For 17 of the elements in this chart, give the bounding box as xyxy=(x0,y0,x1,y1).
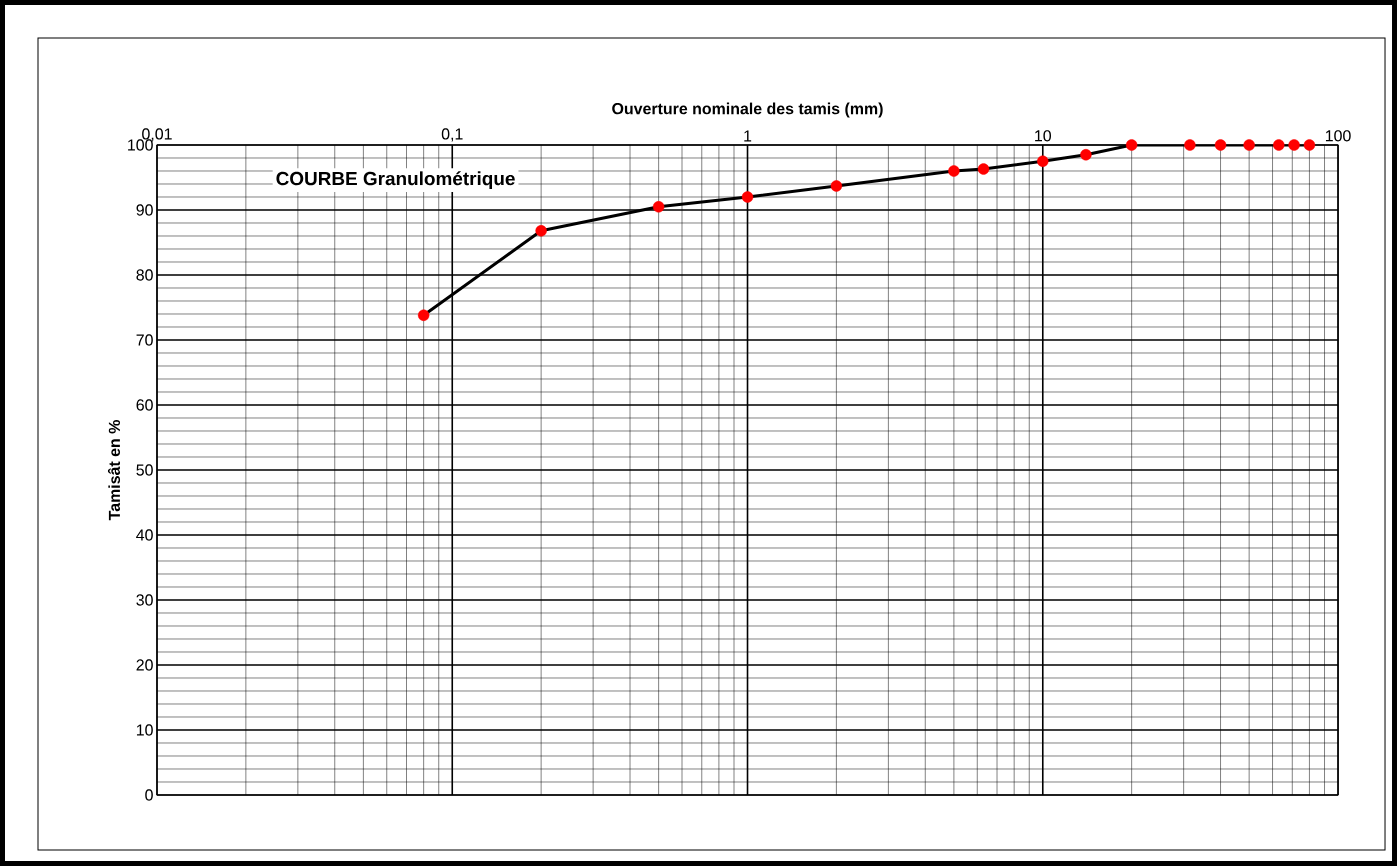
y-tick-label: 60 xyxy=(136,399,153,411)
y-tick-label: 50 xyxy=(136,464,153,476)
y-tick-label: 20 xyxy=(136,659,153,671)
x-tick-label: 100 xyxy=(1325,130,1351,142)
y-tick-label: 70 xyxy=(136,334,153,346)
y-tick-label: 30 xyxy=(136,594,153,606)
x-tick-label: 10 xyxy=(1035,130,1052,142)
x-tick-label: 1 xyxy=(744,130,752,142)
x-axis-title: Ouverture nominale des tamis (mm) xyxy=(612,102,883,118)
y-tick-label: 40 xyxy=(136,529,153,541)
y-tick-label: 90 xyxy=(136,204,153,216)
y-tick-label: 10 xyxy=(136,724,153,736)
y-tick-label: 80 xyxy=(136,269,153,281)
y-axis-title: Tamisât en % xyxy=(107,420,121,521)
text: COURBE Granulométrique xyxy=(276,171,515,189)
x-tick-label: 0,1 xyxy=(441,128,463,142)
y-tick-label: 0 xyxy=(145,789,153,801)
